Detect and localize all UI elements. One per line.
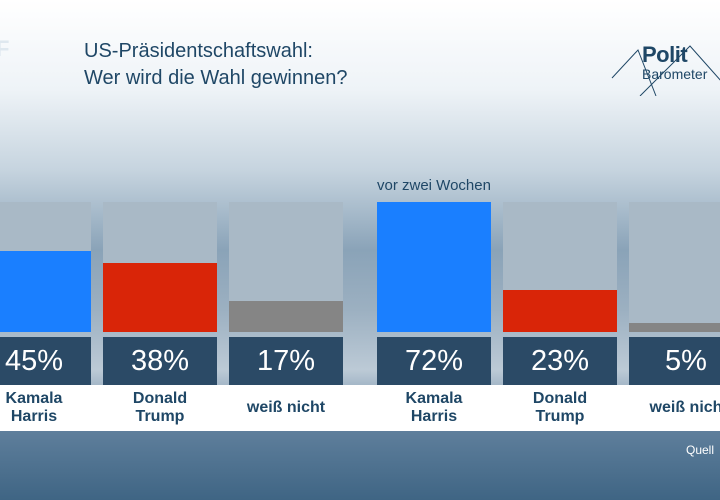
bar-current-trump (103, 263, 217, 332)
category-label-two-weeks-ago-trump: Donald Trump (503, 385, 617, 431)
bar-slot-two-weeks-ago-trump (503, 202, 617, 332)
bar-slot-two-weeks-ago-undecided (629, 202, 720, 332)
candidate-label-band (0, 385, 720, 431)
value-label-current-trump: 38% (103, 337, 217, 385)
title-line-2: Wer wird die Wahl gewinnen? (84, 67, 348, 89)
category-label-two-weeks-ago-undecided: weiß nich (629, 385, 720, 431)
broadcaster-logo-fragment: F (0, 36, 10, 61)
bar-current-undecided (229, 301, 343, 332)
category-label-line: Harris (10, 408, 58, 425)
category-label-line: Donald (132, 390, 188, 407)
bar-current-harris (0, 251, 91, 332)
bar-slot-current-undecided (229, 202, 343, 332)
bar-two-weeks-ago-harris (377, 202, 491, 332)
bar-two-weeks-ago-trump (503, 290, 617, 332)
category-label-line: weiß nich (649, 399, 720, 416)
category-label-current-harris: Kamala Harris (0, 385, 91, 431)
value-label-two-weeks-ago-harris: 72% (377, 337, 491, 385)
bar-slot-two-weeks-ago-harris (377, 202, 491, 332)
value-label-current-undecided: 17% (229, 337, 343, 385)
bar-slot-current-harris (0, 202, 91, 332)
politbarometer-logo-lines-icon (611, 45, 720, 96)
politbarometer-logo: Polit Barometer (610, 38, 720, 96)
category-label-line: Kamala (405, 390, 463, 407)
category-label-line: Trump (535, 408, 585, 425)
value-label-two-weeks-ago-undecided: 5% (629, 337, 720, 385)
title-line-1: US-Präsidentschaftswahl: (84, 40, 313, 62)
bar-two-weeks-ago-undecided (629, 323, 720, 332)
category-label-current-undecided: weiß nicht (229, 385, 343, 431)
source-label: Quell (686, 443, 715, 457)
category-label-current-trump: Donald Trump (103, 385, 217, 431)
value-label-two-weeks-ago-trump: 23% (503, 337, 617, 385)
bar-slot-current-trump (103, 202, 217, 332)
category-label-line: weiß nicht (246, 399, 326, 416)
brand-line-2: Barometer (642, 66, 708, 82)
category-label-line: Harris (410, 408, 458, 425)
category-label-line: Trump (135, 408, 185, 425)
category-label-two-weeks-ago-harris: Kamala Harris (377, 385, 491, 431)
group-label-two-weeks-ago: vor zwei Wochen (377, 177, 491, 194)
category-label-line: Kamala (5, 390, 63, 407)
page-title: US-Präsidentschaftswahl: Wer wird die Wa… (84, 38, 347, 92)
brand-line-1: Polit (642, 42, 688, 67)
category-label-line: Donald (532, 390, 588, 407)
value-label-current-harris: 45% (0, 337, 91, 385)
